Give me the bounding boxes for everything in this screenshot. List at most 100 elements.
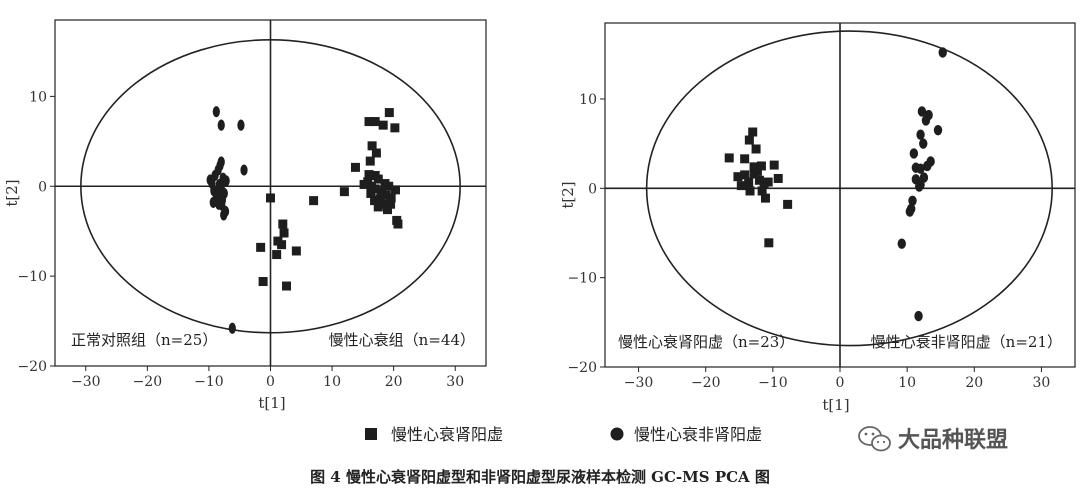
data-point-square [759,179,769,189]
y-tick-label: 10 [579,92,597,108]
data-point-square [390,123,400,133]
y-tick-label: 10 [29,89,47,105]
data-point-square [367,141,377,151]
x-tick-label: −10 [194,374,224,390]
wechat-icon [858,426,891,452]
data-point-square [760,193,770,203]
x-axis-label: t[1] [258,394,285,412]
y-tick-label: 0 [588,181,597,197]
data-point-square [393,219,403,229]
y-axis-label: t[2] [559,181,577,208]
legend-label-kidney-yang: 慢性心衰肾阳虚 [391,425,503,444]
data-point-diamond [212,106,220,118]
data-point-circle [916,129,925,140]
data-point-square [381,190,391,200]
data-point-square [371,148,381,158]
x-axis-label: t[1] [822,396,849,414]
x-tick-label: 0 [266,374,275,390]
x-tick-label: 0 [836,375,845,391]
x-tick-label: 30 [446,374,464,390]
data-point-square [740,170,750,180]
x-tick-label: −10 [758,375,788,391]
x-tick-label: 20 [965,375,983,391]
data-point-circle [915,181,924,192]
data-point-square [754,175,764,185]
data-point-square [745,186,755,196]
data-point-square [386,193,396,203]
data-point-square [752,166,762,176]
pca-chart-normal-vs-chf: −30 −20 −10 0 10 20 30 −20 −10 0 10 t[1] t[2] 正常对照… [3,19,487,412]
data-point-square [365,156,375,166]
x-tick-label: −30 [71,374,101,390]
x-tick-label: 30 [1033,375,1051,391]
data-point-square [382,205,392,215]
data-point-square [386,199,396,209]
data-point-diamond [222,175,230,187]
data-point-diamond [237,119,245,131]
data-point-square [339,187,349,197]
group-label-chf: 慢性心衰组（n=44） [329,331,475,349]
data-point-circle [909,148,919,159]
data-point-square [384,108,394,118]
data-point-square [764,238,774,248]
data-point-circle [923,160,932,172]
group-label-kidney-yang: 慢性心衰肾阳虚（n=23） [618,333,794,351]
data-point-square [376,189,386,199]
figure-caption: 图 4 慢性心衰肾阳虚型和非肾阳虚型尿液样本检测 GC-MS PCA 图 [310,468,770,486]
group-label-non-kidney-yang: 慢性心衰非肾阳虚（n=21） [871,333,1062,351]
x-tick-label: −20 [133,374,163,390]
data-point-diamond [220,209,228,221]
data-point-square [350,162,360,172]
data-point-diamond [217,156,225,168]
data-point-square [733,172,743,182]
pca-chart-kidney-yang: −30 −20 −10 0 10 20 30 −20 −10 0 10 t[1] t[2] 慢性心衰… [559,22,1076,414]
data-point-circle [908,195,917,207]
data-point-square [370,196,380,206]
y-tick-label: −20 [567,360,597,376]
data-point-circle [917,106,927,117]
data-point-square [364,170,374,180]
data-point-square [278,219,288,229]
data-point-diamond [228,322,236,334]
x-tick-label: −30 [624,375,654,391]
data-point-square [757,186,767,196]
data-point-square [748,127,758,137]
data-point-square [373,202,383,212]
data-point-square [390,185,400,195]
data-point-square [279,228,289,238]
watermark-text: 大品种联盟 [898,428,1008,453]
data-point-square [282,281,292,291]
data-point-square [370,117,380,127]
data-point-square [291,246,301,256]
data-point-square [773,173,783,183]
data-point-square [751,144,761,154]
y-tick-label: −10 [567,271,597,287]
data-point-square [359,179,369,189]
y-tick-label: 0 [38,179,47,195]
y-axis-label: t[2] [3,179,21,206]
data-point-circle [933,125,943,136]
legend: 慢性心衰肾阳虚 慢性心衰非肾阳虚 [365,425,762,444]
x-tick-label: −20 [691,375,721,391]
data-point-square [740,154,750,164]
data-point-square [744,177,754,187]
data-point-diamond [240,164,248,176]
data-point-square [309,196,319,206]
data-point-square [370,170,380,180]
data-point-circle [938,47,947,58]
data-point-circle [924,109,933,121]
data-point-square [366,188,376,198]
data-point-square [378,120,388,130]
group-label-normal: 正常对照组（n=25） [71,331,217,349]
data-point-circle [916,163,925,174]
x-tick-label: 10 [898,375,916,391]
data-point-square [744,135,754,145]
data-point-square [769,160,779,170]
data-point-square [272,250,282,260]
data-point-diamond [217,119,225,131]
data-point-square [364,117,374,127]
data-point-diamond [209,196,217,209]
x-tick-label: 20 [385,374,403,390]
legend-circle-marker [610,427,624,441]
